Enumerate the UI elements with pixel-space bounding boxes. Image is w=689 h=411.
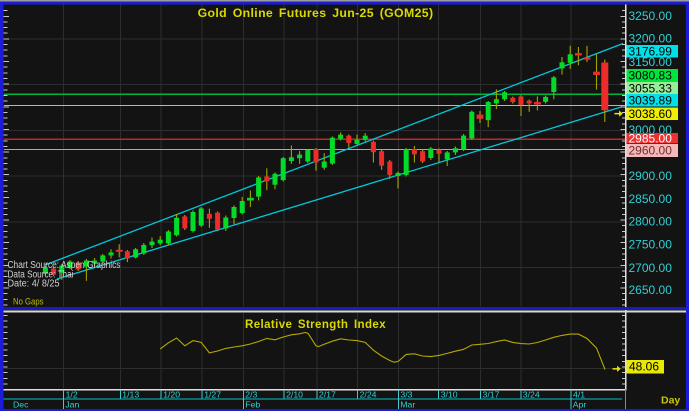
svg-text:2/24: 2/24 (360, 389, 377, 399)
svg-text:1/27: 1/27 (204, 389, 221, 399)
svg-text:3038.60: 3038.60 (629, 107, 673, 121)
svg-text:3080.83: 3080.83 (629, 69, 673, 83)
svg-text:Apr: Apr (573, 399, 587, 409)
svg-text:2960.00: 2960.00 (629, 144, 673, 158)
svg-text:No Gaps: No Gaps (13, 296, 44, 306)
svg-text:Feb: Feb (245, 399, 260, 409)
svg-text:48.06: 48.06 (629, 360, 659, 374)
svg-text:2/3: 2/3 (245, 389, 257, 399)
svg-text:2985.00: 2985.00 (629, 131, 673, 145)
svg-text:Dec: Dec (13, 399, 29, 409)
svg-text:2800.00: 2800.00 (629, 215, 673, 229)
svg-text:3176.99: 3176.99 (629, 45, 673, 59)
svg-text:2750.00: 2750.00 (629, 238, 673, 252)
svg-text:2850.00: 2850.00 (629, 192, 673, 206)
svg-text:Jan: Jan (65, 399, 79, 409)
svg-text:2700.00: 2700.00 (629, 261, 673, 275)
svg-text:Day: Day (661, 394, 680, 406)
svg-text:2/10: 2/10 (286, 389, 303, 399)
svg-text:Date: 4/ 8/25: Date: 4/ 8/25 (8, 279, 60, 290)
svg-text:3200.00: 3200.00 (629, 32, 673, 46)
svg-text:3055.33: 3055.33 (629, 81, 673, 95)
svg-text:3/17: 3/17 (483, 389, 500, 399)
svg-text:3/10: 3/10 (441, 389, 458, 399)
svg-text:Relative Strength Index: Relative Strength Index (245, 319, 386, 331)
svg-text:Data Source: Thai: Data Source: Thai (8, 269, 74, 280)
svg-text:1/20: 1/20 (163, 389, 180, 399)
svg-text:3250.00: 3250.00 (629, 9, 673, 23)
svg-text:1/2: 1/2 (66, 389, 78, 399)
svg-text:3039.89: 3039.89 (629, 94, 673, 108)
svg-text:2650.00: 2650.00 (629, 283, 673, 297)
svg-text:1/13: 1/13 (122, 389, 139, 399)
svg-text:Mar: Mar (400, 399, 415, 409)
svg-text:Gold Online Futures Jun-25 (GO: Gold Online Futures Jun-25 (GOM25) (198, 6, 434, 20)
svg-text:2900.00: 2900.00 (629, 169, 673, 183)
svg-text:Chart Source: Aspen Graphics: Chart Source: Aspen Graphics (8, 260, 121, 271)
svg-text:2/17: 2/17 (319, 389, 336, 399)
svg-text:4/1: 4/1 (573, 389, 585, 399)
svg-text:3/24: 3/24 (523, 389, 540, 399)
svg-text:3/3: 3/3 (400, 389, 412, 399)
svg-text:3150.00: 3150.00 (629, 55, 673, 69)
